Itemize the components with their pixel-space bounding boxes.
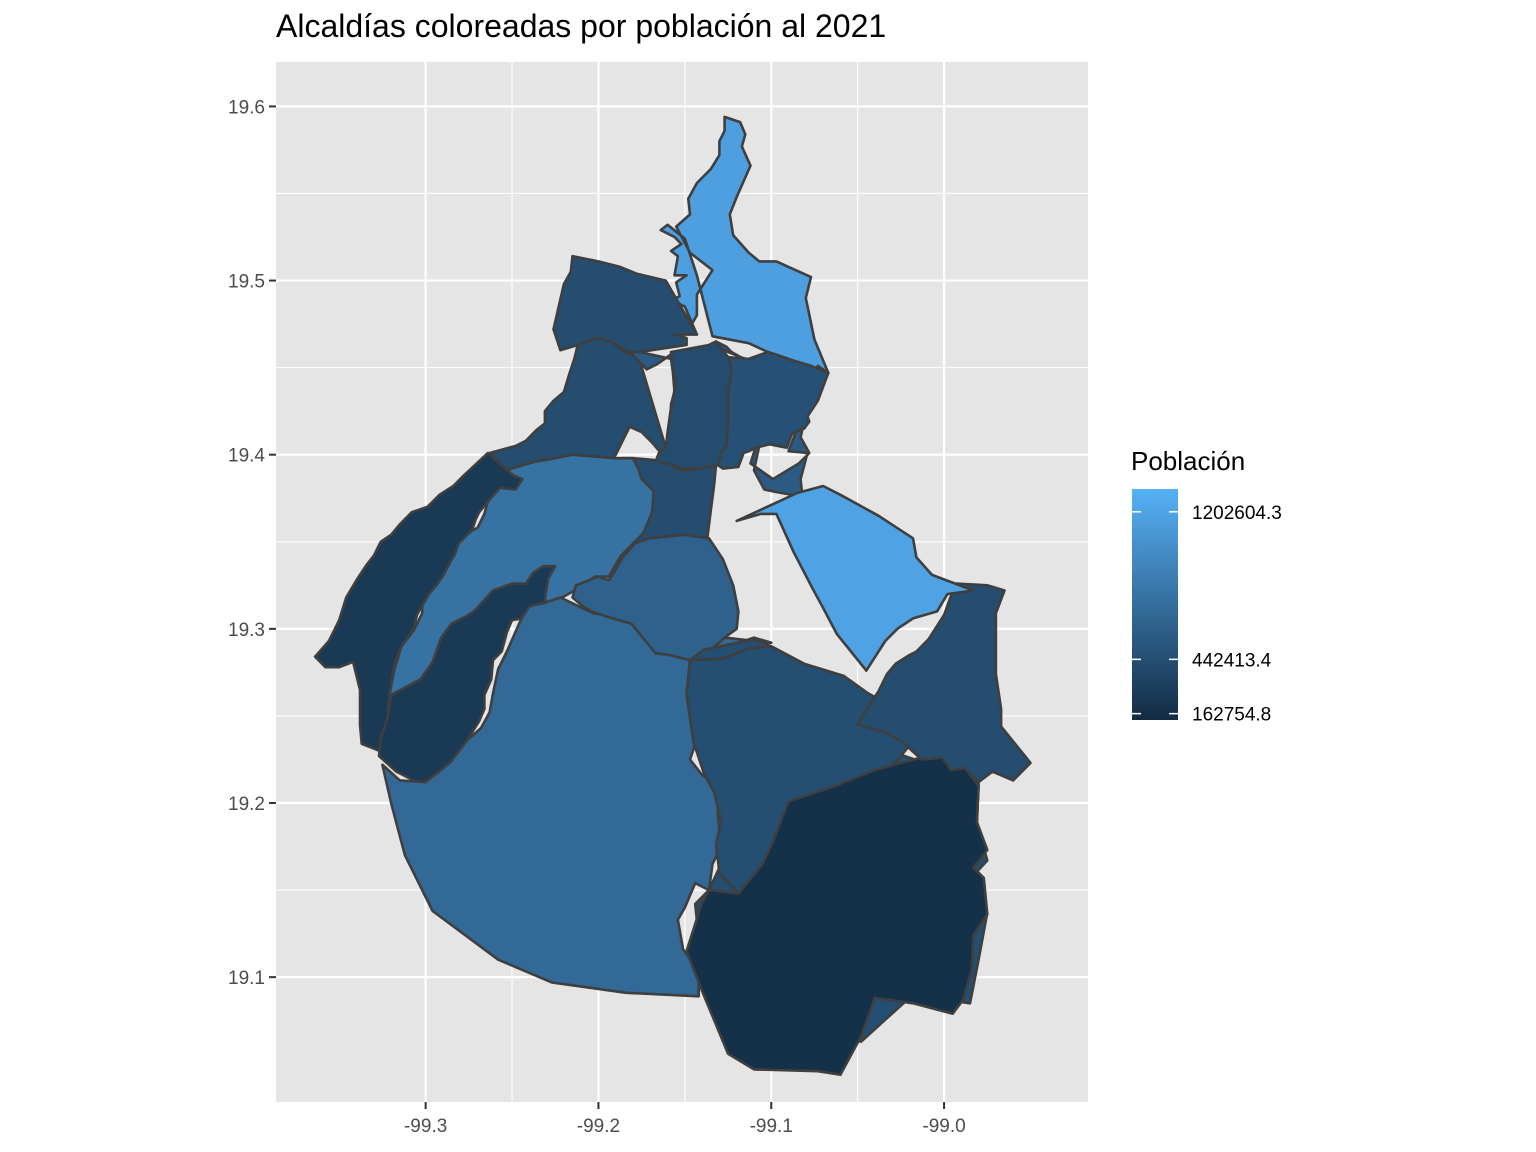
legend-colorbar	[1132, 489, 1178, 720]
alcaldia-region-r3	[488, 336, 673, 483]
legend-break-label: 162754.8	[1192, 705, 1271, 726]
y-tick-label: 19.6	[228, 97, 265, 118]
y-axis: 19.6 19.5 19.4 19.3 19.2 19.1	[228, 97, 276, 989]
regions	[313, 115, 1032, 1076]
legend-break-label: 442413.4	[1192, 650, 1272, 671]
legend-title: Población	[1131, 446, 1245, 476]
y-tick-label: 19.4	[228, 446, 265, 467]
alcaldia-region-r15	[685, 754, 989, 1076]
alcaldia-region-r12	[571, 533, 740, 662]
alcaldia-region-r16	[856, 582, 1032, 784]
alcaldia-region-r1	[659, 115, 830, 375]
x-tick-label: -99.1	[750, 1116, 793, 1137]
y-tick-label: 19.1	[228, 968, 265, 989]
x-tick-label: -99.0	[922, 1116, 965, 1137]
x-tick-label: -99.2	[577, 1116, 620, 1137]
y-tick-label: 19.2	[228, 794, 265, 815]
chart-title: Alcaldías coloreadas por población al 20…	[276, 8, 887, 44]
legend: Población 1202604.3 442413.4 162754.8	[1131, 446, 1282, 726]
alcaldia-region-r17	[735, 484, 975, 672]
x-axis: -99.3 -99.2 -99.1 -99.0	[404, 1102, 966, 1137]
legend-break-label: 1202604.3	[1192, 503, 1282, 524]
x-tick-label: -99.3	[404, 1116, 447, 1137]
y-tick-label: 19.5	[228, 272, 265, 293]
y-tick-label: 19.3	[228, 620, 265, 641]
